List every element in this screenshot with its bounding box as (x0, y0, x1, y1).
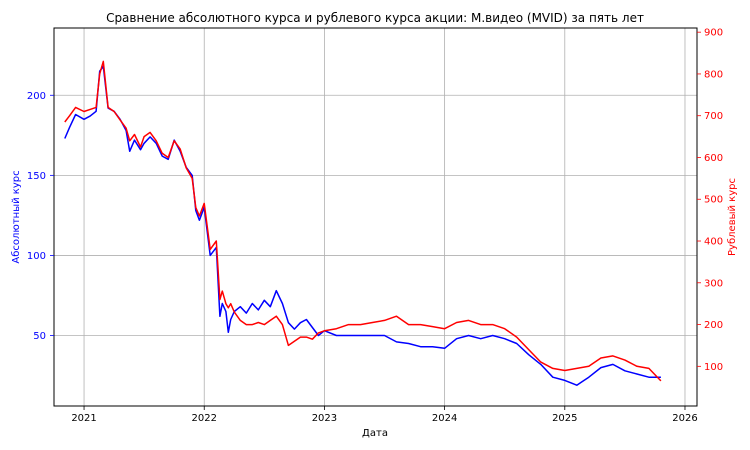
y-right-axis: 100 200 300 400 500 600 700 800 900 (697, 28, 723, 373)
y-right-tick-label: 900 (704, 28, 723, 39)
absolute-price-line (64, 65, 661, 386)
y-right-axis-label: Рублевый курс (727, 178, 738, 256)
x-tick-label: 2025 (552, 413, 577, 424)
y-left-axis-label: Абсолютный курс (11, 170, 22, 263)
y-right-tick-label: 500 (704, 195, 723, 206)
series-layer (64, 60, 662, 386)
x-tick-label: 2021 (71, 413, 96, 424)
x-axis-label: Дата (362, 428, 388, 439)
x-tick-label: 2022 (192, 413, 217, 424)
y-right-tick-label: 700 (704, 111, 723, 122)
plot-frame (53, 27, 698, 407)
grid-layer (54, 28, 697, 406)
y-left-tick-label: 100 (27, 251, 46, 262)
y-right-tick-label: 100 (704, 362, 723, 373)
y-left-tick-label: 50 (33, 331, 46, 342)
x-tick-label: 2024 (432, 413, 457, 424)
y-right-tick-label: 200 (704, 320, 723, 331)
x-tick-label: 2023 (312, 413, 337, 424)
ruble-price-line (64, 60, 662, 382)
y-left-axis: 50 100 150 200 (27, 91, 54, 342)
chart-title: Сравнение абсолютного курса и рублевого … (106, 11, 644, 25)
y-left-tick-label: 150 (27, 171, 46, 182)
y-right-tick-label: 600 (704, 153, 723, 164)
y-right-tick-label: 300 (704, 278, 723, 289)
y-left-tick-label: 200 (27, 91, 46, 102)
x-tick-label: 2026 (672, 413, 697, 424)
y-right-tick-label: 400 (704, 237, 723, 248)
x-axis: 2021 2022 2023 2024 2025 2026 (71, 406, 698, 424)
y-right-tick-label: 800 (704, 69, 723, 80)
